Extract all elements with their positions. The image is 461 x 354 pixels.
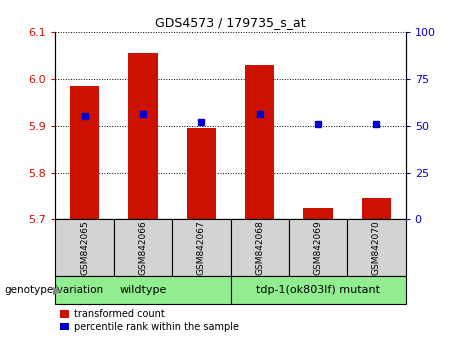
Bar (70, 86, 99, 219)
Bar (230, 276, 406, 304)
Point (198, 119, 205, 125)
Bar (245, 65, 274, 219)
Bar (187, 128, 216, 219)
Point (139, 112, 147, 117)
Legend: transformed count, percentile rank within the sample: transformed count, percentile rank withi… (60, 309, 239, 332)
Bar (128, 53, 158, 219)
Text: wildtype: wildtype (119, 285, 166, 295)
Text: tdp-1(ok803lf) mutant: tdp-1(ok803lf) mutant (256, 285, 380, 295)
Bar (347, 219, 406, 276)
Point (314, 121, 322, 127)
Text: ▶: ▶ (53, 285, 61, 295)
Text: genotype/variation: genotype/variation (5, 285, 104, 295)
Point (81, 113, 88, 119)
Bar (230, 219, 289, 276)
Title: GDS4573 / 179735_s_at: GDS4573 / 179735_s_at (155, 16, 306, 29)
Point (373, 121, 380, 127)
Bar (55, 219, 114, 276)
Bar (55, 276, 230, 304)
Text: GSM842067: GSM842067 (197, 221, 206, 275)
Bar (303, 208, 333, 219)
Bar (114, 219, 172, 276)
Bar (362, 198, 391, 219)
Point (256, 112, 263, 117)
Text: GSM842066: GSM842066 (138, 221, 148, 275)
Text: GSM842068: GSM842068 (255, 221, 264, 275)
Text: GSM842065: GSM842065 (80, 221, 89, 275)
Bar (289, 219, 347, 276)
Text: GSM842069: GSM842069 (313, 221, 323, 275)
Text: GSM842070: GSM842070 (372, 221, 381, 275)
Bar (172, 219, 230, 276)
